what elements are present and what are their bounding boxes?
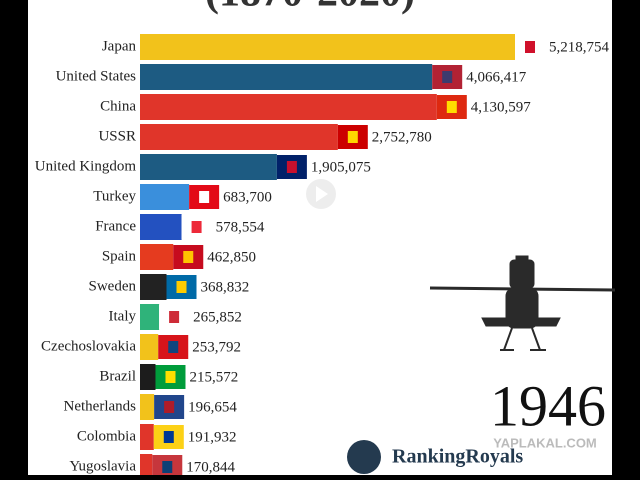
- flag-detail: [176, 281, 187, 293]
- value-label: 462,850: [207, 249, 256, 265]
- bar: [140, 64, 433, 90]
- bar: [140, 154, 277, 180]
- category-label: Spain: [102, 248, 137, 264]
- value-label: 2,752,780: [372, 129, 432, 145]
- bar: [140, 214, 182, 240]
- value-label: 196,654: [188, 399, 237, 415]
- flag-detail: [347, 131, 358, 143]
- category-label: Sweden: [89, 278, 137, 294]
- category-label: Colombia: [77, 428, 137, 444]
- category-label: Turkey: [93, 188, 136, 204]
- bar: [140, 274, 167, 300]
- bar: [140, 304, 160, 330]
- category-label: Italy: [109, 308, 137, 324]
- bar: [140, 244, 174, 270]
- bar: [140, 424, 154, 450]
- value-label: 4,066,417: [466, 69, 526, 85]
- bar: [140, 124, 338, 150]
- play-icon: [316, 186, 328, 202]
- flag-detail: [191, 221, 202, 233]
- watermark: YAPLAKAL.COM: [493, 435, 597, 450]
- value-label: 265,852: [193, 309, 242, 325]
- value-label: 253,792: [192, 339, 241, 355]
- value-label: 215,572: [189, 369, 238, 385]
- category-label: USSR: [98, 128, 136, 144]
- value-label: 578,554: [216, 219, 265, 235]
- value-label: 5,218,754: [549, 39, 610, 55]
- flag-detail: [199, 191, 210, 203]
- value-label: 1,905,075: [311, 159, 371, 175]
- flag-detail: [162, 461, 173, 473]
- flag-detail: [446, 101, 457, 113]
- bar: [140, 94, 437, 120]
- value-label: 170,844: [186, 459, 235, 475]
- helicopter: [429, 255, 616, 351]
- flag-detail: [164, 401, 175, 413]
- value-label: 683,700: [223, 189, 272, 205]
- bar: [140, 334, 159, 360]
- bar: [140, 34, 515, 60]
- flag-detail: [169, 311, 180, 323]
- category-label: United Kingdom: [35, 158, 137, 174]
- category-label: Japan: [102, 38, 137, 54]
- flag-detail: [168, 341, 179, 353]
- flag-detail: [183, 251, 194, 263]
- brand-logo: [347, 440, 381, 474]
- category-label: China: [100, 98, 136, 114]
- year-label: 1946: [490, 373, 606, 438]
- bar: [140, 184, 190, 210]
- category-label: Yugoslavia: [69, 458, 136, 474]
- bar: [140, 394, 155, 420]
- bar: [140, 454, 153, 480]
- value-label: 4,130,597: [471, 99, 532, 115]
- bar: [140, 364, 156, 390]
- brand-name: RankingRoyals: [392, 446, 523, 468]
- flag-detail: [163, 431, 174, 443]
- value-label: 368,832: [201, 279, 250, 295]
- category-label: United States: [56, 68, 137, 84]
- category-label: France: [95, 218, 136, 234]
- category-label: Brazil: [99, 368, 136, 384]
- flag-detail: [165, 371, 176, 383]
- category-label: Czechoslovakia: [41, 338, 136, 354]
- flag-detail: [442, 71, 453, 83]
- flag-detail: [525, 41, 535, 53]
- flag-detail: [286, 161, 297, 173]
- chart-title: (1870-2020): [205, 0, 415, 16]
- value-label: 191,932: [188, 429, 237, 445]
- category-label: Netherlands: [64, 398, 137, 414]
